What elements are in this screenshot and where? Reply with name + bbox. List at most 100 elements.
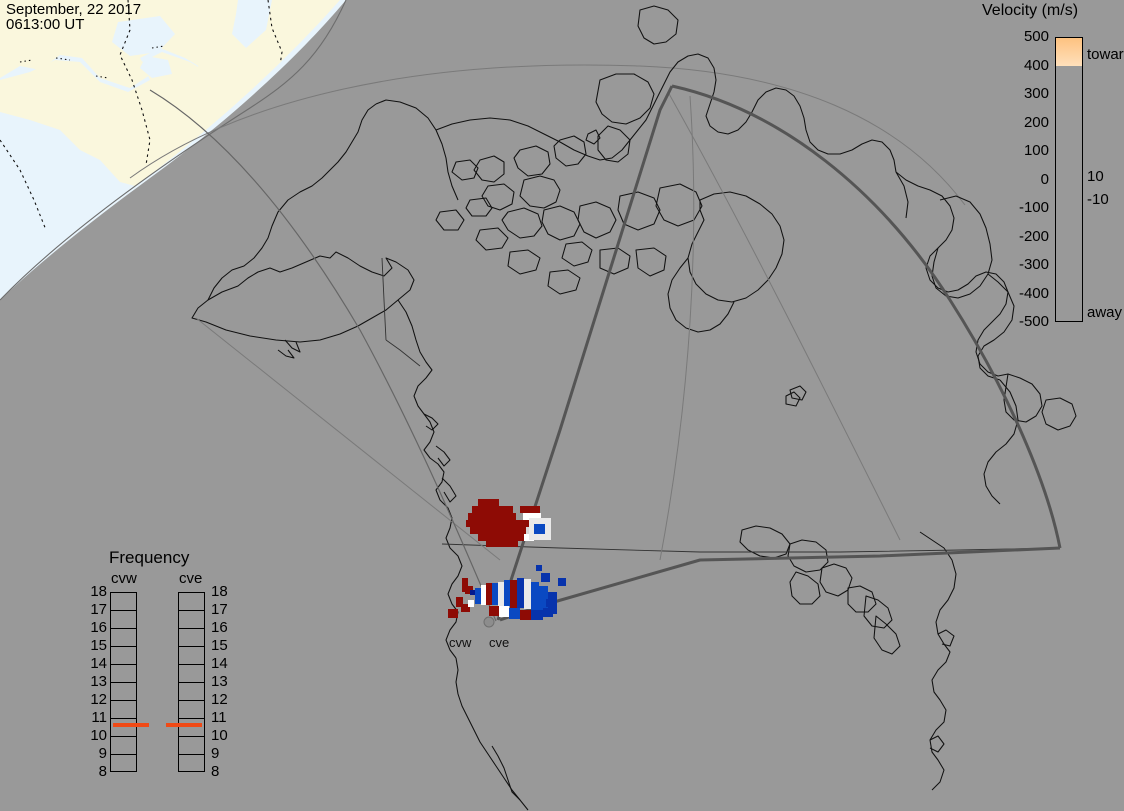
radar-velocity-cell xyxy=(498,582,504,606)
magnetic-latitude-arc xyxy=(129,64,966,206)
radar-velocity-cell xyxy=(520,506,540,513)
frequency-tick-label: 18 xyxy=(90,583,107,600)
frequency-tick-label: 14 xyxy=(90,655,107,672)
radar-velocity-cell xyxy=(481,585,486,605)
velocity-tick-label: -100 xyxy=(1018,199,1049,216)
frequency-tick-label: 8 xyxy=(98,763,107,780)
radar-velocity-cell xyxy=(543,608,553,617)
frequency-tick-label: 15 xyxy=(90,637,107,654)
day-land-region xyxy=(0,0,340,231)
frequency-tick-label: 18 xyxy=(211,583,228,600)
velocity-tick-label: 200 xyxy=(1023,113,1049,131)
radar-velocity-cell xyxy=(517,578,524,608)
radar-velocity-cell xyxy=(523,513,541,520)
frequency-tick-label: 9 xyxy=(98,745,107,762)
frequency-cell xyxy=(111,647,136,665)
radar-velocity-cell xyxy=(466,520,524,527)
radar-velocity-cell xyxy=(485,499,499,506)
radar-velocity-cell xyxy=(510,580,517,608)
radar-velocity-cell xyxy=(504,580,510,606)
radar-velocity-cell xyxy=(472,506,506,513)
velocity-tick-label: 100 xyxy=(1023,142,1049,159)
grid-layer xyxy=(195,91,901,561)
frequency-cell xyxy=(179,683,204,701)
frequency-cell xyxy=(179,593,204,611)
radar-velocity-cell xyxy=(499,606,509,617)
radar-label-cve: cve xyxy=(489,635,510,650)
velocity-tick-label: -200 xyxy=(1018,227,1049,245)
frequency-header-cvw: cvw xyxy=(111,570,137,587)
coastline-layer xyxy=(191,5,1077,811)
frequency-cell xyxy=(179,755,204,773)
radar-velocity-cell xyxy=(448,609,458,618)
frequency-tick-label: 13 xyxy=(90,673,107,690)
radar-velocity-cell xyxy=(465,586,473,594)
frequency-cell xyxy=(111,629,136,647)
frequency-tick-label: 15 xyxy=(211,637,228,654)
radar-label-cvw: cvw xyxy=(449,635,472,650)
velocity-away-label: away xyxy=(1087,304,1123,321)
radar-velocity-cell xyxy=(531,582,539,610)
frequency-tick-label: 11 xyxy=(211,709,227,726)
velocity-band xyxy=(1056,38,1082,66)
radar-velocity-cell xyxy=(539,586,548,612)
velocity-colorbar xyxy=(1055,37,1083,322)
radar-velocity-cell xyxy=(536,565,542,571)
radar-velocity-cell xyxy=(478,499,485,506)
radar-velocity-cell xyxy=(456,597,463,607)
terminator-line xyxy=(0,0,347,301)
velocity-tick-label: -400 xyxy=(1018,284,1049,302)
velocity-tick-label: 500 xyxy=(1023,28,1049,45)
frequency-cell xyxy=(111,737,136,755)
velocity-lower-inner-label: -10 xyxy=(1087,191,1109,208)
frequency-tick-label: 9 xyxy=(211,745,220,762)
frequency-tick-label: 8 xyxy=(211,763,220,780)
frequency-legend: Frequency cvw cve 18 17 16 15 14 13 12 11 10 9 8 1… xyxy=(85,548,250,783)
frequency-cell xyxy=(111,701,136,719)
frequency-header-cve: cve xyxy=(179,570,203,587)
radar-velocity-cell xyxy=(468,600,474,607)
radar-velocity-cell xyxy=(534,524,545,534)
radar-velocity-cell xyxy=(489,606,499,616)
frequency-cell xyxy=(111,665,136,683)
velocity-tick-label: 400 xyxy=(1023,56,1049,74)
frequency-cell xyxy=(179,647,204,665)
frequency-tick-label: 16 xyxy=(90,619,107,636)
radar-velocity-cell xyxy=(470,590,477,595)
radar-velocity-cell xyxy=(470,527,526,534)
radar-velocity-cell xyxy=(486,541,518,547)
velocity-tick-label: -500 xyxy=(1018,313,1049,330)
velocity-tick-label: -300 xyxy=(1018,256,1049,273)
frequency-tick-label: 12 xyxy=(211,691,228,708)
velocity-legend-title: Velocity (m/s) xyxy=(982,2,1079,19)
frequency-tick-label: 10 xyxy=(211,727,228,744)
frequency-tick-label: 16 xyxy=(211,619,228,636)
radar-velocity-cell xyxy=(506,506,513,513)
timestamp: September, 22 2017 0613:00 UT xyxy=(6,2,141,32)
frequency-cell xyxy=(179,737,204,755)
radar-velocity-cell xyxy=(475,588,481,604)
frequency-cell xyxy=(179,629,204,647)
radar-velocity-cell xyxy=(478,534,524,541)
frequency-cell xyxy=(179,701,204,719)
radar-velocity-cell xyxy=(486,583,492,605)
radar-velocity-cell xyxy=(546,599,554,607)
radar-velocity-cell xyxy=(524,579,531,609)
frequency-marker-cvw xyxy=(113,722,149,727)
frequency-tick-label: 12 xyxy=(90,691,107,708)
velocity-upper-inner-label: 10 xyxy=(1087,168,1104,185)
radar-velocity-cell xyxy=(462,578,468,592)
frequency-cell xyxy=(111,593,136,611)
radar-velocity-cell xyxy=(509,608,520,619)
velocity-legend: Velocity (m/s) 500 400 300 200 100 0 -100 -200 -… xyxy=(975,2,1124,332)
velocity-toward-label: toward xyxy=(1087,46,1124,63)
radar-velocity-cell xyxy=(520,610,531,620)
frequency-tick-label: 13 xyxy=(211,673,228,690)
frequency-bar-cvw xyxy=(110,592,137,772)
radar-velocity-cell xyxy=(531,610,543,620)
radar-velocity-cell xyxy=(461,604,470,612)
radar-velocity-cell xyxy=(541,573,550,582)
frequency-tick-label: 10 xyxy=(90,727,107,744)
